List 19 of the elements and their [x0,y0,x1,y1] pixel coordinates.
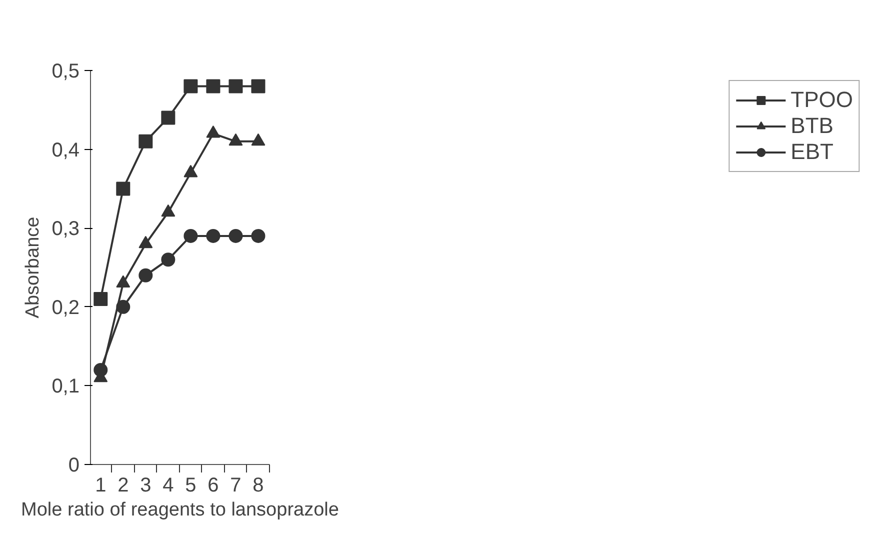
y-tick-label: 0,3 [52,218,80,240]
y-tick-label: 0,4 [52,139,80,162]
x-tick-label: 4 [162,474,174,496]
x-tick-label: 1 [95,474,106,496]
legend-label: TPOO [790,87,853,113]
y-tick-label: 0 [68,454,80,476]
x-tick-label: 7 [230,474,242,496]
x-tick-label: 3 [140,474,152,496]
x-tick-label: 8 [252,474,264,496]
legend-label: BTB [790,113,834,139]
x-axis-title: Mole ratio of reagents to lansoprazole [21,500,339,520]
legend-label: EBT [790,139,834,165]
x-tick-label: 5 [185,474,196,496]
y-tick-label: 0,5 [52,60,80,82]
y-tick-label: 0,1 [52,376,80,398]
y-axis-title: Absorbance [22,216,44,318]
x-tick-label: 6 [208,474,219,496]
y-tick-label: 0,2 [52,296,80,319]
x-tick-label: 2 [118,474,129,496]
